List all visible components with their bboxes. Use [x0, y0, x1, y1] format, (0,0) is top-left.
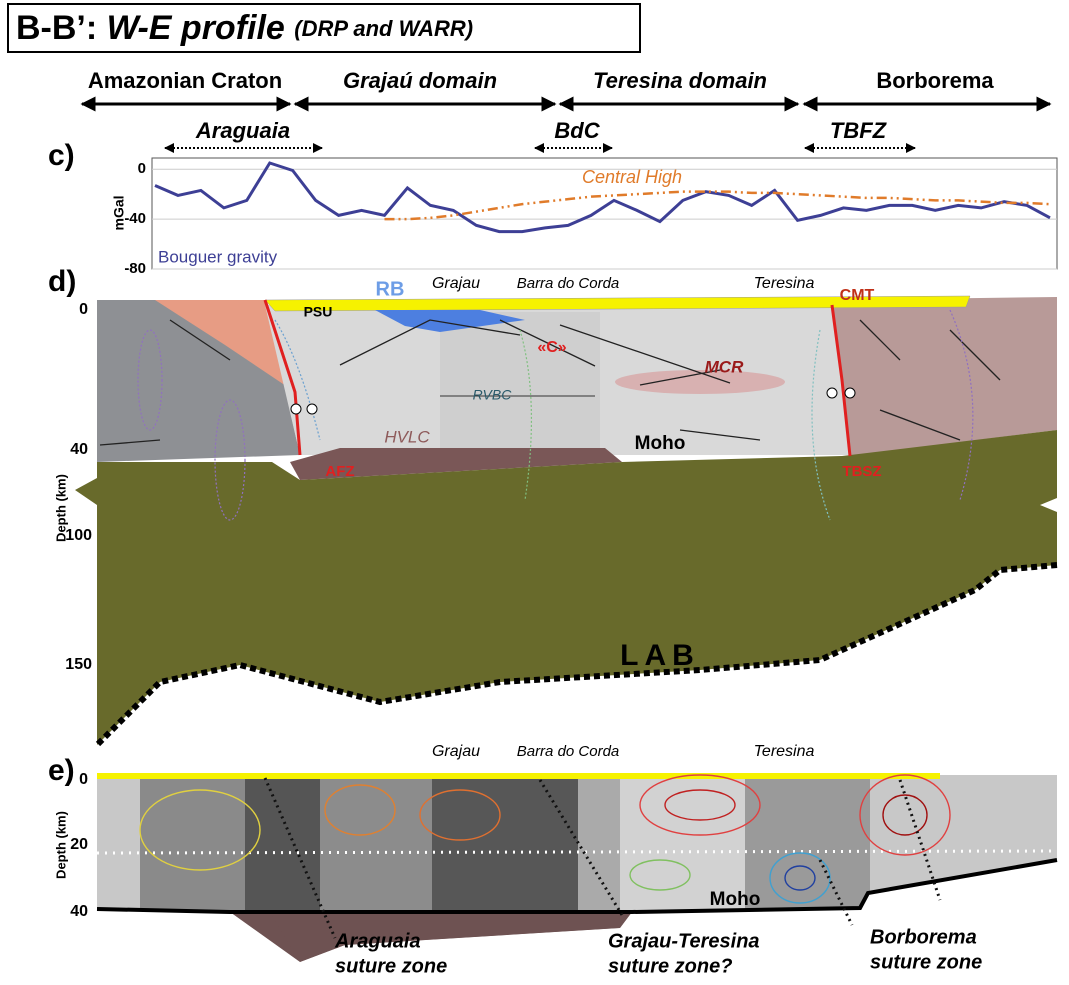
label: HVLC: [384, 427, 430, 446]
domain-label: Teresina domain: [593, 68, 767, 93]
depth-tick: 0: [79, 771, 88, 788]
y-axis-label: Depth (km): [53, 811, 68, 879]
panel-label: c): [48, 139, 75, 172]
figure: B-B’: W-E profile (DRP and WARR) Amazoni…: [0, 0, 1069, 985]
y-tick-label: 0: [138, 160, 146, 177]
label: RB: [376, 278, 405, 300]
label: PSU: [304, 304, 333, 320]
label: Moho: [635, 433, 686, 454]
suture-label: Grajau-Teresina: [608, 930, 760, 952]
suture-label: Araguaia: [334, 930, 421, 952]
depth-tick: 100: [65, 527, 92, 544]
depth-tick: 0: [79, 301, 88, 318]
title-prefix: B-B’:: [16, 9, 97, 47]
suture-label: suture zone: [335, 955, 447, 977]
domain-label: Borborema: [876, 68, 994, 93]
town-label: Teresina: [754, 743, 815, 760]
town-label: Grajau: [432, 743, 480, 760]
title-note: (DRP and WARR): [294, 16, 473, 41]
town-label: Grajau: [432, 275, 480, 292]
label: CMT: [840, 287, 875, 304]
y-tick-label: -40: [124, 210, 146, 227]
zone-label: BdC: [554, 118, 600, 143]
series-label: Central High: [582, 167, 682, 187]
domain-label: Amazonian Craton: [88, 68, 282, 93]
label: LAB: [620, 639, 700, 672]
domain-label: Grajaú domain: [343, 68, 497, 93]
depth-tick: 20: [70, 836, 88, 853]
town-label: Barra do Corda: [517, 275, 620, 292]
label: RVBC: [473, 387, 513, 403]
zone-label: TBFZ: [830, 118, 888, 143]
page: {"title": {"prefix": "B-B’:", "main": "W…: [0, 0, 1069, 985]
suture-label: suture zone: [870, 951, 982, 973]
series-line: [384, 192, 1050, 219]
series-label: Bouguer gravity: [158, 247, 278, 266]
section-d: [75, 296, 1057, 745]
label: Moho: [710, 889, 761, 910]
zone-label: Araguaia: [195, 118, 290, 143]
depth-tick: 40: [70, 903, 88, 920]
depth-tick: 150: [65, 656, 92, 673]
depth-tick: 40: [70, 441, 88, 458]
y-tick-label: -80: [124, 260, 146, 277]
panel-label: d): [48, 265, 76, 298]
gravity-plot: 0 -40 -80 Bouguer gravity Central High: [124, 160, 1057, 277]
label: MCR: [705, 357, 744, 376]
panel-label: e): [48, 754, 75, 787]
town-label: Teresina: [754, 275, 815, 292]
town-label: Barra do Corda: [517, 743, 620, 760]
suture-label: suture zone?: [608, 955, 732, 977]
title-main: W-E profile: [107, 9, 285, 47]
label: «C»: [537, 339, 566, 356]
label: TBSZ: [842, 463, 881, 480]
suture-label: Borborema: [870, 926, 977, 948]
label: AFZ: [325, 463, 354, 480]
